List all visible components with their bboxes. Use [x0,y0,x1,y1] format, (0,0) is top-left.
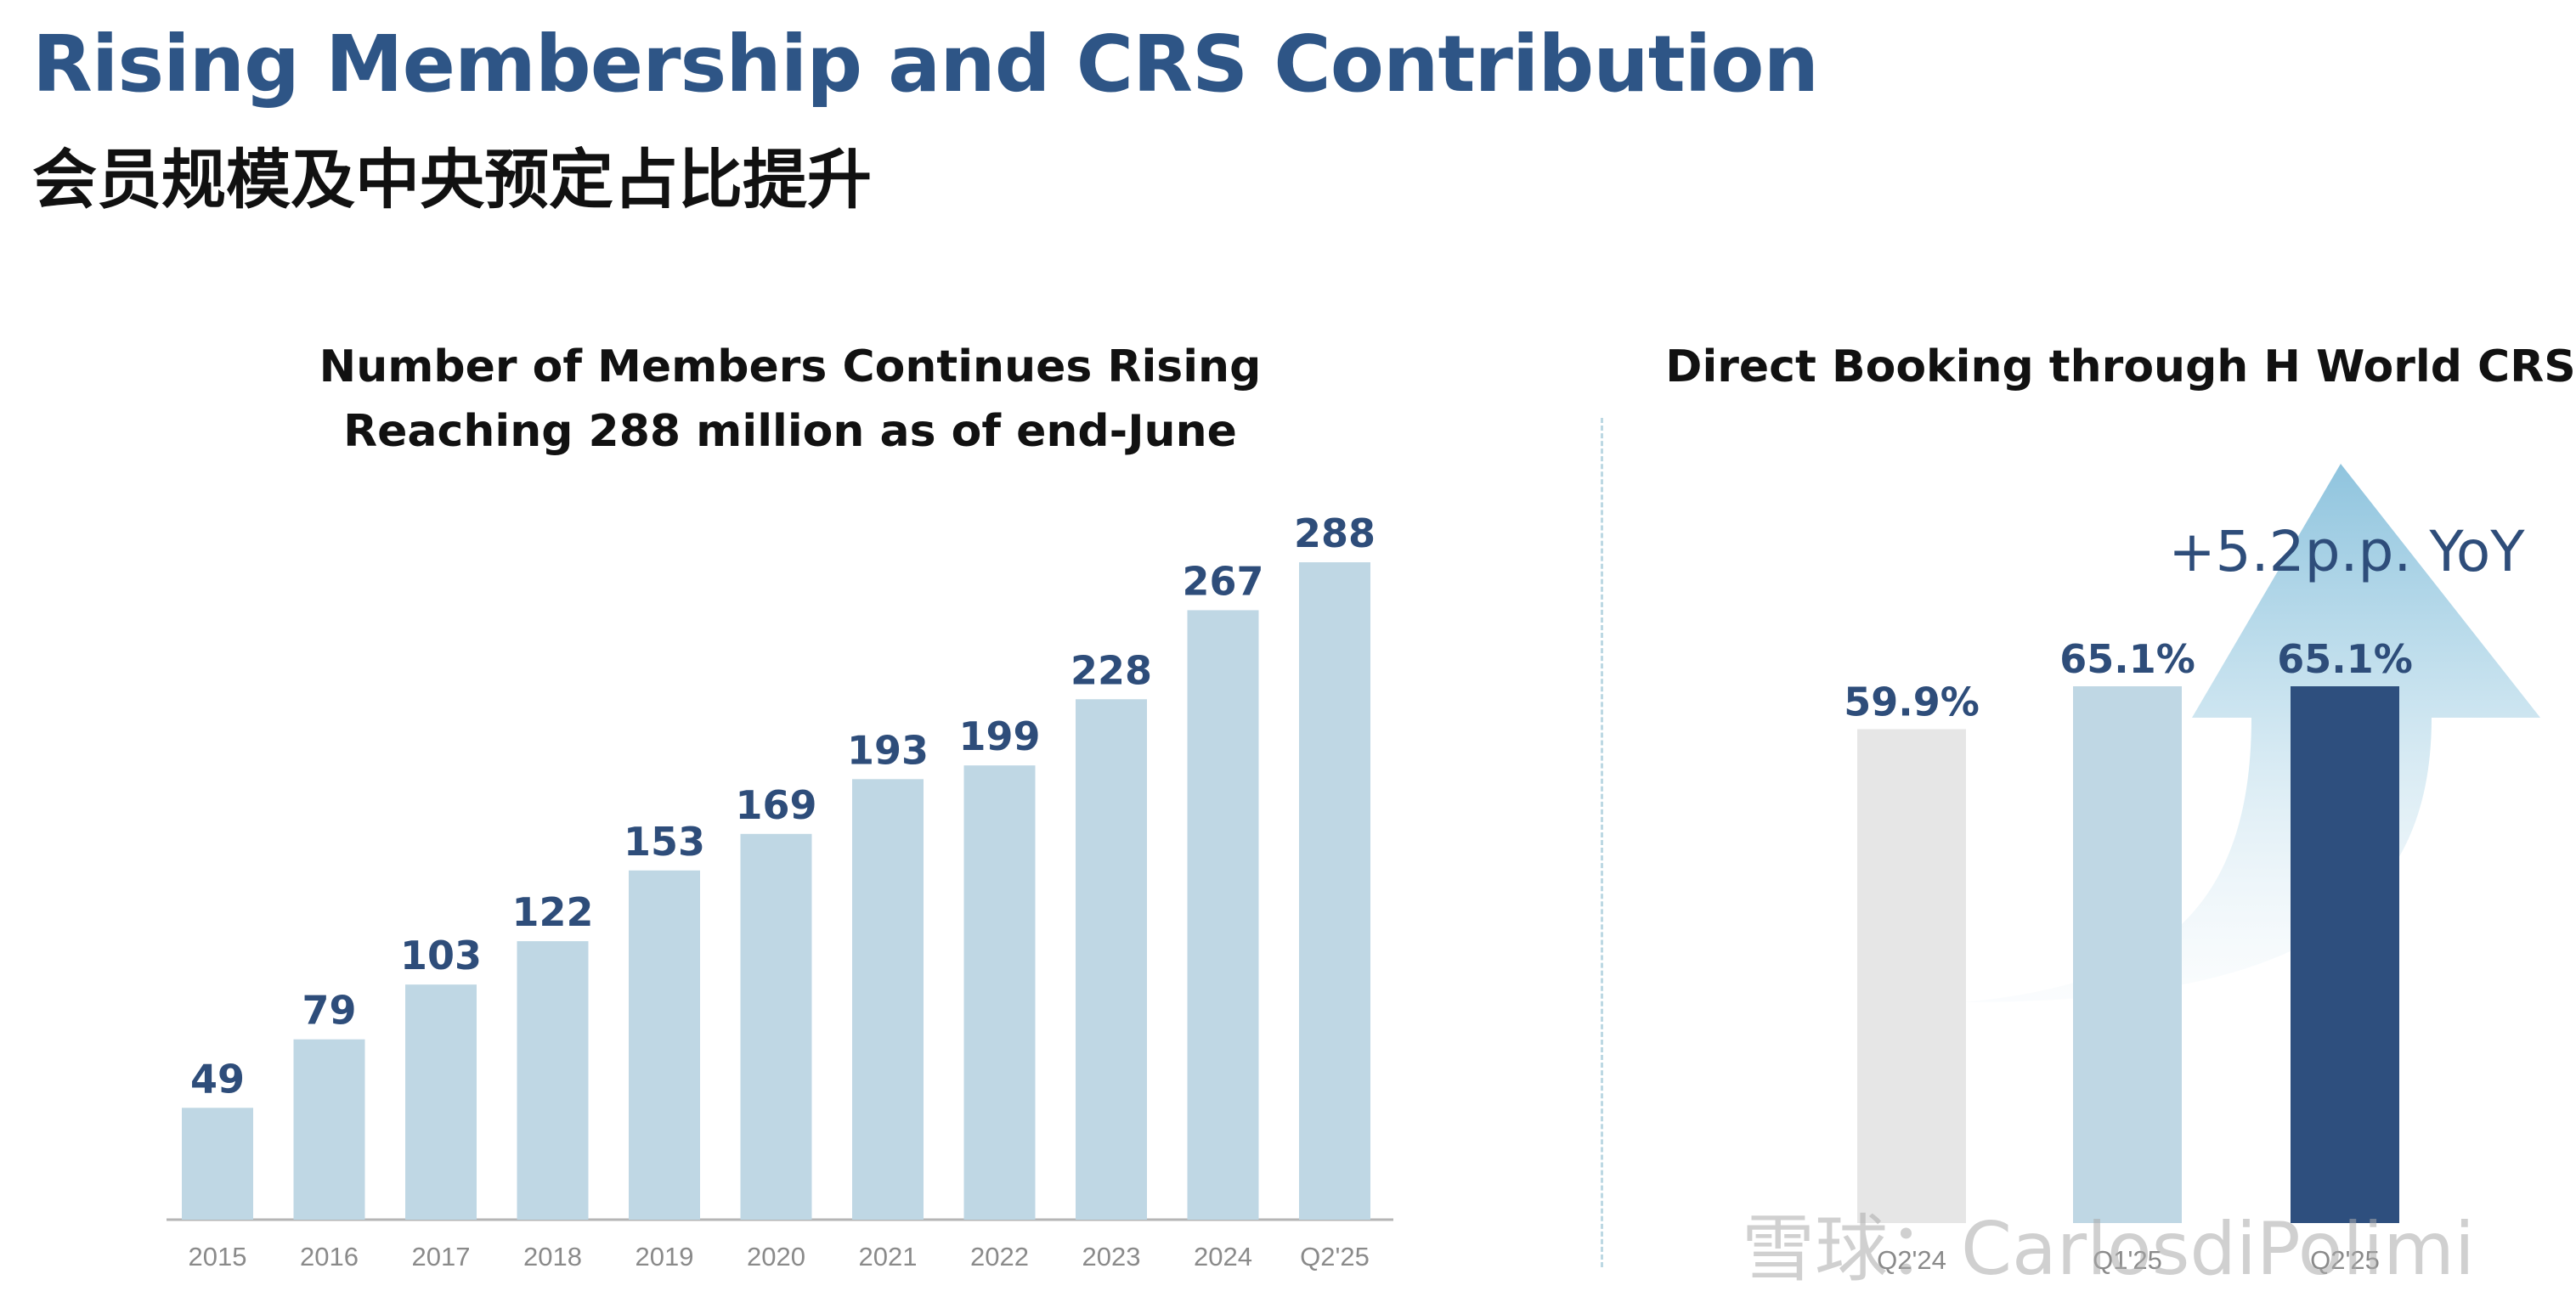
members-tick-label: 2015 [189,1242,247,1271]
crs-tick-label: Q1'25 [2093,1245,2162,1275]
members-data-label: 103 [400,933,482,978]
members-data-label: 193 [847,727,929,773]
growth-arrow [1963,464,2540,1002]
members-data-label: 228 [1071,647,1152,693]
members-data-label: 169 [735,782,816,828]
members-chart-title-line1: Number of Members Continues Rising [319,341,1262,392]
crs-bar [1857,729,1966,1223]
members-tick-label: 2023 [1082,1242,1141,1271]
members-bar [1187,610,1259,1220]
members-bar [852,779,924,1220]
members-tick-label: 2022 [970,1242,1029,1271]
members-tick-label: Q2'25 [1300,1242,1370,1271]
yoy-annotation: +5.2p.p. YoY [2168,519,2525,584]
members-data-label: 49 [190,1056,245,1102]
crs-data-label: 59.9% [1844,679,1980,724]
members-data-label: 79 [302,988,356,1034]
crs-data-label: 65.1% [2277,636,2413,682]
members-bar [740,833,812,1220]
members-bar [1076,699,1147,1220]
watermark-text: 雪球：CarlosdiPolimi [1742,1207,2475,1292]
members-data-label: 267 [1182,558,1263,604]
members-tick-label: 2024 [1194,1242,1252,1271]
members-bar [517,941,589,1220]
members-bar [1299,562,1370,1220]
crs-bar [2291,686,2399,1223]
members-tick-label: 2018 [523,1242,582,1271]
crs-tick-label: Q2'24 [1877,1245,1946,1275]
crs-chart-title: Direct Booking through H World CRS [1665,341,2576,392]
page-subtitle-chinese: 会员规模及中央预定占比提升 [32,142,872,217]
members-bar [293,1039,365,1220]
crs-tick-label: Q2'25 [2310,1245,2380,1275]
members-bar [182,1108,253,1220]
members-bar [629,870,700,1220]
crs-bar [2073,686,2182,1223]
members-tick-label: 2016 [300,1242,359,1271]
members-data-label: 288 [1294,510,1376,556]
members-data-label: 199 [958,713,1040,759]
crs-bar-chart: 59.9% Q2'24 65.1% Q1'25 65.1% Q2'25 +5.2p.p. Y… [1844,519,2525,1275]
members-data-label: 122 [511,889,593,935]
members-tick-label: 2019 [636,1242,694,1271]
members-bar-chart: 49 2015 79 2016 103 2017 122 2018 153 2019 169 2020… [167,510,1393,1271]
members-bar [405,984,477,1220]
members-tick-label: 2020 [747,1242,805,1271]
crs-data-label: 65.1% [2059,636,2195,682]
members-chart-title: Number of Members Continues Rising Reach… [0,335,1580,464]
members-tick-label: 2017 [412,1242,471,1271]
page-title: Rising Membership and CRS Contribution [32,19,1819,110]
members-tick-label: 2021 [859,1242,918,1271]
members-data-label: 153 [624,819,705,865]
chart-divider [1601,418,1603,1267]
members-bar [963,765,1036,1220]
members-chart-title-line2: Reaching 288 million as of end-June [343,406,1237,457]
